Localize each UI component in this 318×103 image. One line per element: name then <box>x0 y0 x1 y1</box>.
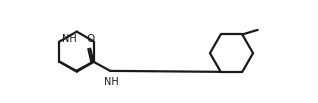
Text: O: O <box>86 34 94 44</box>
Text: NH: NH <box>104 77 118 87</box>
Text: NH: NH <box>62 34 76 44</box>
